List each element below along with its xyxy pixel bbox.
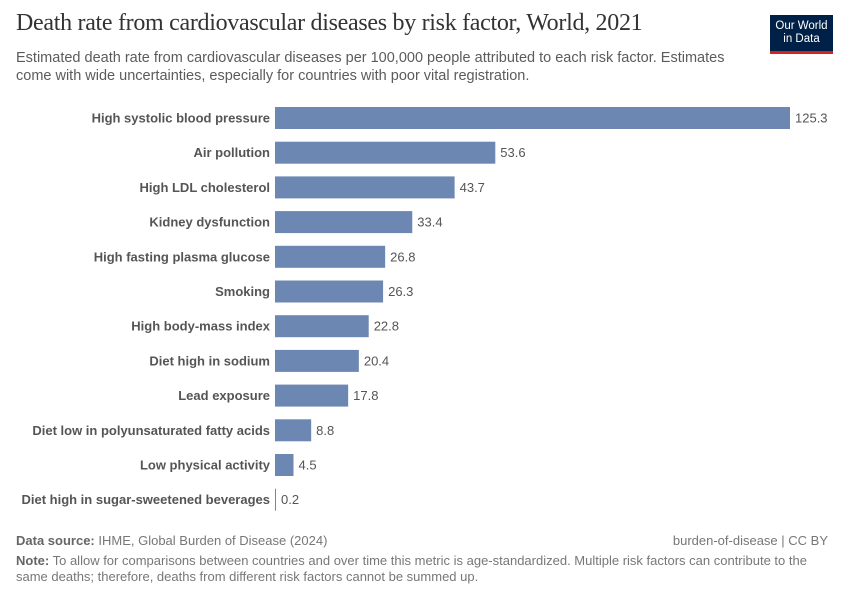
logo-line-2: in Data <box>783 33 820 45</box>
note-text: To allow for comparisons between countri… <box>16 553 807 584</box>
chart-title: Death rate from cardiovascular diseases … <box>16 10 643 36</box>
source-label: Data source: <box>16 533 95 548</box>
chart-subtitle: Estimated death rate from cardiovascular… <box>16 50 725 84</box>
license[interactable]: burden-of-disease | CC BY <box>672 533 828 548</box>
bar[interactable] <box>275 454 294 476</box>
category-label: Low physical activity <box>140 458 271 473</box>
category-label: High systolic blood pressure <box>92 111 270 126</box>
category-label: High body-mass index <box>131 319 270 334</box>
bar[interactable] <box>275 384 349 407</box>
value-label: 26.8 <box>390 249 415 264</box>
bar[interactable] <box>275 211 413 234</box>
category-label: Air pollution <box>193 145 270 160</box>
value-label: 20.4 <box>364 353 389 368</box>
value-label: 0.2 <box>281 492 299 507</box>
bar[interactable] <box>275 280 384 303</box>
value-label: 53.6 <box>500 145 525 160</box>
logo-line-1: Our World <box>775 20 828 32</box>
value-label: 125.3 <box>795 111 828 126</box>
category-label: High LDL cholesterol <box>140 180 271 195</box>
value-label: 17.8 <box>353 388 378 403</box>
value-label: 43.7 <box>460 180 485 195</box>
bar[interactable] <box>275 488 276 511</box>
bar[interactable] <box>275 419 312 442</box>
category-label: Lead exposure <box>178 388 270 403</box>
value-label: 8.8 <box>316 423 334 438</box>
data-source: Data source: IHME, Global Burden of Dise… <box>16 533 327 548</box>
source-text[interactable]: IHME, Global Burden of Disease (2024) <box>98 533 328 548</box>
note-label: Note: <box>16 553 50 568</box>
category-label: Diet high in sodium <box>149 353 270 368</box>
owid-logo[interactable]: Our World in Data <box>770 15 833 54</box>
category-label: Kidney dysfunction <box>149 215 270 230</box>
category-label: Smoking <box>215 284 270 299</box>
value-label: 33.4 <box>417 215 442 230</box>
bar[interactable] <box>275 245 386 268</box>
category-label: Diet low in polyunsaturated fatty acids <box>32 423 270 438</box>
category-label: High fasting plasma glucose <box>94 249 270 264</box>
note: Note: To allow for comparisons between c… <box>16 553 816 585</box>
bar[interactable] <box>275 107 790 129</box>
bar[interactable] <box>275 176 455 199</box>
value-label: 4.5 <box>298 458 316 473</box>
value-label: 22.8 <box>374 319 399 334</box>
bar[interactable] <box>275 349 359 372</box>
bar[interactable] <box>275 315 369 338</box>
value-label: 26.3 <box>388 284 413 299</box>
bar[interactable] <box>275 141 496 164</box>
category-label: Diet high in sugar-sweetened beverages <box>21 492 270 507</box>
